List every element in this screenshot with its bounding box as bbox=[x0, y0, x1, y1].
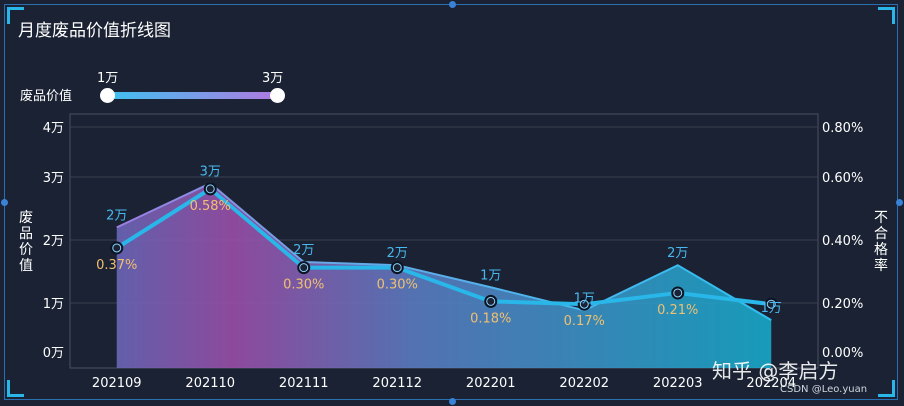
rate-point-ring bbox=[673, 288, 683, 298]
frame-corner bbox=[7, 7, 24, 24]
watermark: 知乎 @李启方 bbox=[712, 359, 839, 383]
value-data-label: 2万 bbox=[667, 246, 688, 261]
y-right-tick-label: 0.80% bbox=[822, 121, 863, 136]
rate-point-ring bbox=[205, 184, 215, 194]
x-tick-label: 202202 bbox=[559, 376, 609, 391]
frame-handle[interactable] bbox=[449, 1, 456, 8]
y-right-tick-label: 0.20% bbox=[822, 297, 863, 312]
value-data-label: 2万 bbox=[387, 246, 408, 261]
chart-title: 月度废品价值折线图 bbox=[18, 21, 171, 41]
slider-max-label: 3万 bbox=[262, 71, 284, 86]
rate-point-ring bbox=[579, 299, 589, 309]
rate-data-label: 0.37% bbox=[96, 258, 137, 273]
slider-label: 废品价值 bbox=[20, 89, 73, 104]
x-tick-label: 202204 bbox=[746, 376, 796, 391]
value-data-label: 1万 bbox=[480, 268, 501, 283]
area-series-line bbox=[116, 182, 772, 322]
value-data-label: 3万 bbox=[200, 164, 221, 179]
frame-handle[interactable] bbox=[896, 199, 903, 206]
rate-data-label: 0.58% bbox=[190, 199, 231, 214]
x-tick-label: 202109 bbox=[92, 376, 142, 391]
rate-point-ring bbox=[112, 243, 122, 253]
y-left-tick-label: 1万 bbox=[43, 297, 64, 312]
area-series-fill bbox=[116, 183, 772, 368]
x-tick-label: 202203 bbox=[653, 376, 703, 391]
rate-point-ring bbox=[766, 299, 776, 309]
frame-corner bbox=[878, 380, 895, 397]
range-slider-max-handle[interactable] bbox=[270, 88, 285, 103]
x-tick-label: 202111 bbox=[279, 376, 329, 391]
value-data-label: 1万 bbox=[761, 301, 782, 316]
x-tick-label: 202201 bbox=[466, 376, 516, 391]
y-right-axis-title: 不合格率 bbox=[874, 210, 888, 274]
y-left-tick-label: 4万 bbox=[43, 121, 64, 136]
range-slider-min-handle[interactable] bbox=[100, 88, 115, 103]
rate-point-ring bbox=[486, 296, 496, 306]
rate-data-label: 0.18% bbox=[470, 311, 511, 326]
value-data-label: 2万 bbox=[293, 243, 314, 258]
frame-handle[interactable] bbox=[1, 199, 8, 206]
rate-series-line bbox=[115, 186, 772, 307]
frame-corner bbox=[878, 7, 895, 24]
y-right-tick-label: 0.00% bbox=[822, 346, 863, 361]
y-left-axis-title: 废品价值 bbox=[19, 210, 33, 274]
rate-data-label: 0.17% bbox=[564, 314, 605, 329]
y-right-tick-label: 0.60% bbox=[822, 171, 863, 186]
rate-data-label: 0.30% bbox=[283, 278, 324, 293]
x-tick-label: 202112 bbox=[372, 376, 422, 391]
y-left-tick-label: 0万 bbox=[43, 346, 64, 361]
value-data-label: 1万 bbox=[574, 291, 595, 306]
slider-min-label: 1万 bbox=[97, 71, 119, 86]
value-data-label: 2万 bbox=[106, 208, 127, 223]
rate-data-label: 0.30% bbox=[377, 278, 418, 293]
y-right-tick-label: 0.40% bbox=[822, 234, 863, 249]
watermark-sub: CSDN @Leo.yuan bbox=[780, 384, 868, 395]
rate-point-ring bbox=[299, 263, 309, 273]
y-left-tick-label: 3万 bbox=[43, 171, 64, 186]
rate-data-label: 0.21% bbox=[657, 303, 698, 318]
frame-handle[interactable] bbox=[449, 398, 456, 405]
frame-corner bbox=[7, 380, 24, 397]
y-left-tick-label: 2万 bbox=[43, 234, 64, 249]
rate-point-ring bbox=[392, 263, 402, 273]
range-slider-track[interactable] bbox=[108, 92, 278, 99]
x-tick-label: 202110 bbox=[185, 376, 235, 391]
